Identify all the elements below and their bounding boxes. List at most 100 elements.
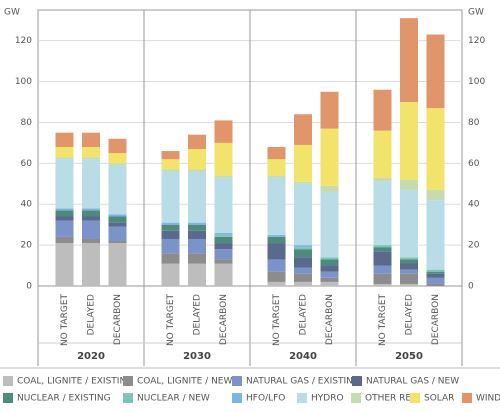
y-tick-label-right: 40 (468, 200, 480, 210)
bar-segment (400, 189, 418, 258)
x-tick-label: DELAYED (299, 294, 309, 335)
bar-segment (294, 181, 312, 184)
bar-segment (188, 149, 206, 170)
y-tick-label-right: 0 (468, 282, 474, 292)
y-tick-label-right: 20 (468, 241, 480, 251)
bar-segment (294, 273, 312, 282)
bar-segment (267, 259, 286, 272)
bar-segment (294, 245, 312, 248)
bar-segment (161, 238, 180, 254)
bar-segment (267, 271, 286, 282)
x-tick-label: DECARBON (431, 294, 441, 345)
bar-segment (373, 177, 392, 182)
bar-segment (82, 132, 100, 147)
bar-segment (214, 263, 233, 286)
legend-label: NUCLEAR / EXISTING (17, 394, 111, 404)
bar-segment (214, 236, 233, 244)
bar-segment (426, 283, 445, 286)
y-tick-label: 80 (21, 118, 33, 128)
bar-segment (267, 243, 286, 260)
bar-segment (55, 208, 74, 211)
bar-segment (188, 230, 206, 239)
legend-label: NUCLEAR / NEW (137, 394, 210, 404)
bar-segment (267, 146, 286, 160)
bar-segment (188, 169, 206, 172)
bar-segment (373, 89, 392, 131)
bar-segment (294, 281, 312, 286)
bar-segment (108, 243, 127, 286)
bar-segment (161, 159, 180, 170)
bar-segment (294, 144, 312, 182)
bar-segment (161, 222, 180, 225)
bar-segment (188, 171, 206, 223)
bar-segment (400, 283, 418, 286)
bar-segment (188, 238, 206, 254)
bar-segment (214, 120, 233, 143)
legend-label: HFO/LFO (246, 394, 285, 404)
bar-segment (161, 253, 180, 264)
bar-segment (267, 234, 286, 237)
x-tick-label: NO TARGET (166, 294, 176, 347)
bar-segment (320, 277, 339, 282)
bar-segment (267, 281, 286, 286)
bar-segment (214, 249, 233, 260)
bar-segment (108, 153, 127, 164)
legend-label: COAL, LIGNITE / NEW (137, 377, 232, 387)
bar-segment (161, 151, 180, 160)
y-unit: GW (4, 8, 20, 18)
legend-swatch (462, 393, 472, 403)
bar-segment (400, 269, 418, 274)
bar-segment (320, 271, 339, 278)
y-tick-label: 40 (21, 200, 33, 210)
bar-segment (82, 159, 100, 209)
bar-segment (294, 247, 312, 250)
x-tick-label: DECARBON (325, 294, 335, 345)
legend-swatch (232, 393, 242, 403)
bar-segment (320, 259, 339, 266)
x-tick-label: DECARBON (219, 294, 229, 345)
y-tick-label-right: 80 (468, 118, 480, 128)
bar-segment (426, 277, 445, 284)
bar-segment (320, 281, 339, 286)
bar-segment (55, 210, 74, 217)
bar-segment (82, 243, 100, 286)
bar-segment (188, 263, 206, 286)
bar-segment (426, 269, 445, 272)
bar-segment (214, 175, 233, 178)
bar-segment (373, 247, 392, 252)
legend-label: OTHER RES (365, 394, 417, 404)
bar-segment (320, 257, 339, 260)
bar-segment (267, 175, 286, 178)
bar-segment (161, 171, 180, 223)
bar-segment (373, 283, 392, 286)
legend-swatch (123, 376, 133, 386)
bar-segment (55, 216, 74, 221)
x-tick-label: DELAYED (87, 294, 97, 335)
y-tick-label: 20 (21, 241, 33, 251)
bar-segment (161, 263, 180, 286)
legend-swatch (123, 393, 133, 403)
bar-segment (108, 214, 127, 217)
bar-segment (82, 238, 100, 244)
x-tick-label: NO TARGET (378, 294, 388, 347)
bar-segment (188, 222, 206, 225)
bar-segment (373, 251, 392, 266)
bar-segment (400, 259, 418, 264)
bar-segment (82, 220, 100, 239)
bar-segment (108, 222, 127, 227)
bar-segment (55, 236, 74, 244)
bar-segment (373, 181, 392, 246)
bar-segment (55, 132, 74, 147)
y-tick-label: 100 (15, 77, 32, 87)
legend-swatch (297, 393, 307, 403)
x-tick-label: DELAYED (405, 294, 415, 335)
bar-segment (400, 102, 418, 180)
y-tick-label-right: 100 (468, 77, 485, 87)
bar-segment (214, 177, 233, 233)
bar-segment (267, 159, 286, 176)
bar-segment (294, 114, 312, 145)
bar-segment (294, 267, 312, 274)
bar-segment (320, 91, 339, 129)
bar-segment (426, 271, 445, 274)
y-tick-label: 60 (21, 159, 33, 169)
